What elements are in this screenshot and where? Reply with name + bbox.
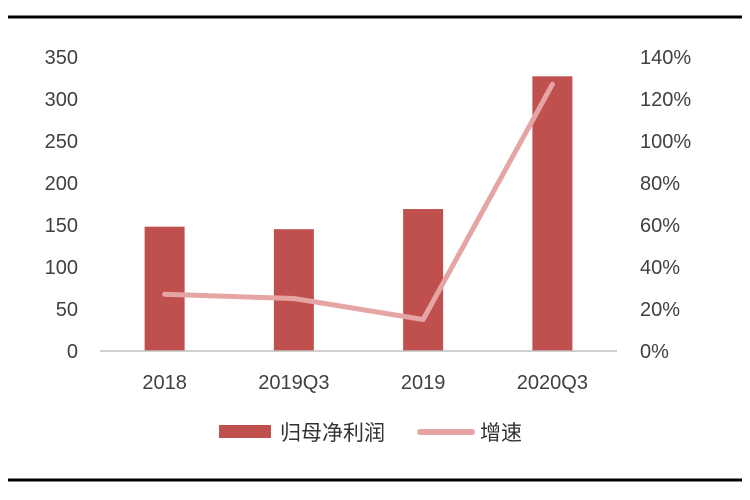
legend-label-bar: 归母净利润 bbox=[280, 421, 385, 445]
y2-tick-label: 140% bbox=[640, 47, 691, 69]
legend-swatch-bar bbox=[219, 425, 271, 438]
legend: 归母净利润 增速 bbox=[219, 421, 522, 445]
legend-label-line: 增速 bbox=[480, 421, 522, 445]
y-tick-label: 0 bbox=[67, 341, 78, 363]
bar-2018 bbox=[144, 226, 185, 351]
x-tick-label: 2020Q3 bbox=[517, 372, 588, 394]
bar-2019Q3 bbox=[273, 229, 314, 351]
y2-tick-label: 120% bbox=[640, 89, 691, 111]
y2-tick-label: 20% bbox=[640, 299, 680, 321]
left-axis-ticks: 0 50 100 150 200 250 300 350 bbox=[45, 47, 78, 363]
growth-line bbox=[162, 81, 555, 322]
y-tick-label: 300 bbox=[45, 89, 78, 111]
y-tick-label: 200 bbox=[45, 173, 78, 195]
growth-line-layer bbox=[162, 81, 555, 322]
bars bbox=[144, 76, 573, 351]
bar-2020Q3 bbox=[532, 76, 573, 351]
x-tick-label: 2019Q3 bbox=[258, 372, 329, 394]
y-tick-label: 150 bbox=[45, 215, 78, 237]
y-tick-label: 250 bbox=[45, 131, 78, 153]
y2-tick-label: 40% bbox=[640, 257, 680, 279]
y2-tick-label: 0% bbox=[640, 341, 669, 363]
x-axis-labels: 2018 2019Q3 2019 2020Q3 bbox=[142, 372, 588, 394]
right-axis-ticks: 0% 20% 40% 60% 80% 100% 120% 140% bbox=[640, 47, 691, 363]
x-tick-label: 2019 bbox=[401, 372, 446, 394]
x-tick-label: 2018 bbox=[142, 372, 187, 394]
y2-tick-label: 60% bbox=[640, 215, 680, 237]
y-tick-label: 50 bbox=[56, 299, 78, 321]
y2-tick-label: 80% bbox=[640, 173, 680, 195]
bar-2019 bbox=[403, 209, 444, 351]
y-tick-label: 100 bbox=[45, 257, 78, 279]
y-tick-label: 350 bbox=[45, 47, 78, 69]
y2-tick-label: 100% bbox=[640, 131, 691, 153]
